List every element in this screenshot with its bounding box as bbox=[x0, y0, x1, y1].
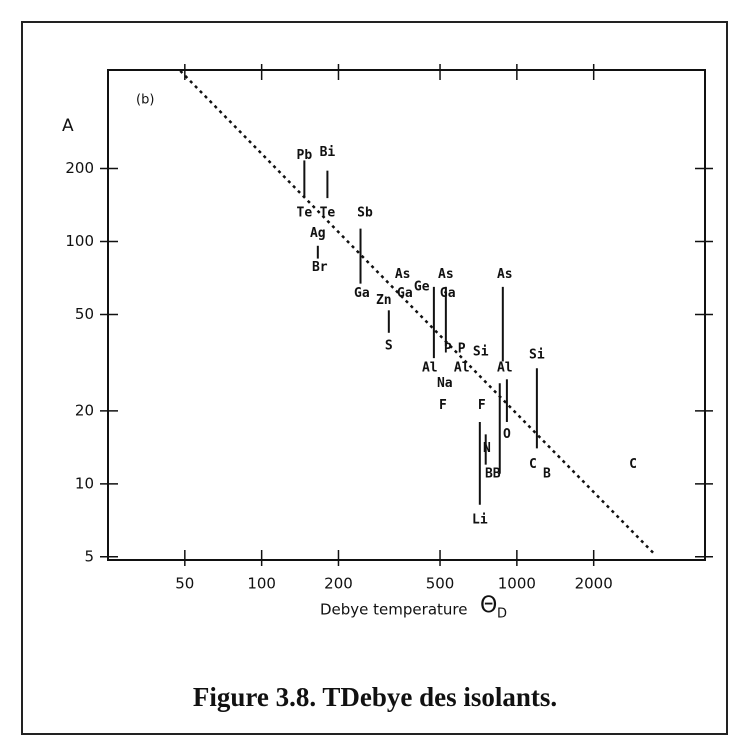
element-label: Zn bbox=[376, 293, 392, 308]
frame bbox=[21, 21, 728, 735]
element-label: Pb bbox=[297, 148, 313, 163]
element-label: As bbox=[497, 267, 513, 282]
x-axis-subscript: D bbox=[497, 607, 507, 622]
y-tick-label: 5 bbox=[84, 547, 94, 565]
element-label: Si bbox=[473, 344, 489, 359]
element-label: P bbox=[458, 342, 466, 357]
element-label: As bbox=[438, 267, 454, 282]
element-label: Ag bbox=[310, 226, 326, 241]
element-label: F bbox=[478, 398, 486, 413]
element-label: Ga bbox=[354, 286, 370, 301]
plot-area bbox=[107, 69, 706, 561]
x-tick-label: 50 bbox=[175, 575, 194, 593]
y-tick-label: 100 bbox=[65, 232, 94, 250]
element-label: Al bbox=[454, 361, 470, 376]
element-label: C bbox=[529, 457, 537, 472]
figure-caption: Figure 3.8. TDebye des isolants. bbox=[193, 682, 557, 712]
element-label: Te bbox=[297, 206, 313, 221]
element-label: Te bbox=[320, 206, 336, 221]
element-label: Al bbox=[422, 361, 438, 376]
x-tick-label: 200 bbox=[324, 575, 353, 593]
element-label: S bbox=[385, 339, 393, 354]
element-label: O bbox=[503, 427, 511, 442]
element-label: Sb bbox=[357, 206, 373, 221]
x-axis-symbol: Θ bbox=[480, 593, 497, 618]
y-tick-label: 200 bbox=[65, 159, 94, 177]
y-tick-label: 50 bbox=[75, 305, 94, 323]
y-tick-label: 20 bbox=[75, 401, 94, 419]
element-label: Ga bbox=[440, 286, 456, 301]
element-label: N bbox=[483, 441, 491, 456]
fit-line bbox=[179, 69, 656, 556]
element-label: BB bbox=[485, 466, 501, 481]
element-label: Bi bbox=[320, 145, 336, 160]
element-label: Al bbox=[497, 361, 513, 376]
element-label: Ga bbox=[397, 286, 413, 301]
x-tick-label: 1000 bbox=[498, 575, 536, 593]
panel-label: (b) bbox=[136, 93, 154, 108]
x-tick-label: 500 bbox=[426, 575, 455, 593]
element-label: Si bbox=[529, 348, 545, 363]
element-label: Ge bbox=[414, 279, 430, 294]
element-label: Br bbox=[312, 260, 328, 275]
element-label: B bbox=[543, 466, 551, 481]
x-tick-label: 2000 bbox=[575, 575, 613, 593]
x-tick-label: 100 bbox=[247, 575, 276, 593]
y-axis-label: A bbox=[62, 116, 74, 136]
element-label: Li bbox=[472, 512, 488, 527]
element-label: F bbox=[439, 398, 447, 413]
element-label: As bbox=[395, 267, 411, 282]
x-axis-label: Debye temperature bbox=[320, 601, 467, 619]
element-label: C bbox=[629, 457, 637, 472]
element-label: P bbox=[444, 342, 452, 357]
y-tick-label: 10 bbox=[75, 474, 94, 492]
element-label: Na bbox=[437, 376, 453, 391]
